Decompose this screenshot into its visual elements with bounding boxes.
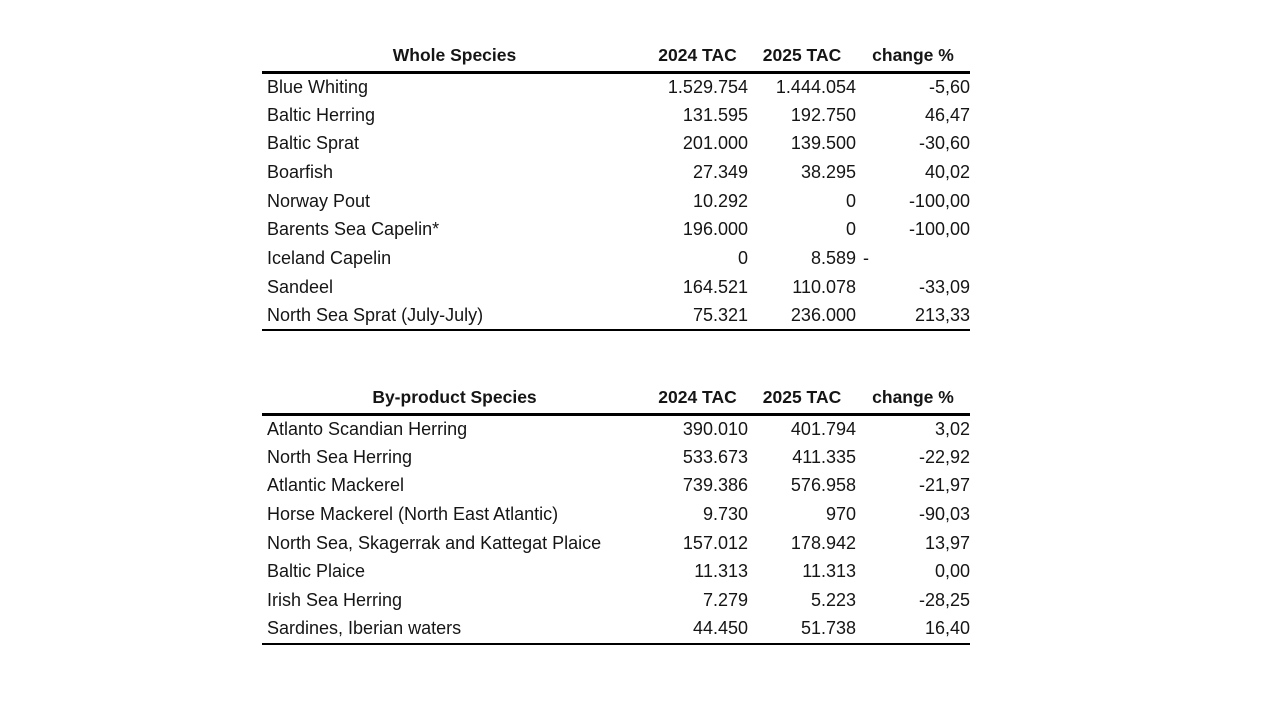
column-header-2024-tac: 2024 TAC [647, 44, 748, 74]
tac-2025-cell: 401.794 [790, 418, 856, 439]
table-row: Iceland Capelin 0 8.589- [262, 244, 970, 273]
tac-2025-cell: 0 [845, 219, 856, 240]
tac-2024-cell: 44.450 [647, 614, 748, 645]
table-row: Atlantic Mackerel 739.386 576.958 -21,97 [262, 471, 970, 500]
table-row: Sardines, Iberian waters 44.450 51.738 16,4… [262, 614, 970, 645]
table-row: Baltic Herring 131.595 192.750 46,47 [262, 101, 970, 130]
tac-2025-cell: 236.000 [748, 301, 856, 332]
change-pct-cell: -33,09 [918, 276, 970, 297]
tac-2025-cell: 178.942 [790, 532, 856, 553]
tac-2025-cell: 411.335 [792, 446, 856, 467]
tac-2024-cell: 11.313 [694, 561, 748, 582]
species-cell: Baltic Herring [267, 104, 376, 125]
table-row: Blue Whiting 1.529.754 1.444.054 -5,60 [262, 72, 970, 101]
change-pct-cell: - [863, 247, 869, 268]
tac-2024-cell: 7.279 [702, 589, 748, 610]
change-pct-cell: 16,40 [856, 614, 970, 645]
tac-2024-cell: 196.000 [682, 219, 748, 240]
tac-2024-cell: 75.321 [647, 301, 748, 332]
tac-2024-cell: 157.012 [682, 532, 748, 553]
change-pct-cell: 213,33 [856, 301, 970, 332]
tac-2024-cell: 1.529.754 [667, 76, 748, 97]
tac-2025-cell: 11.313 [802, 561, 856, 582]
species-cell: Blue Whiting [267, 76, 369, 97]
tac-2024-cell: 9.730 [702, 503, 748, 524]
tac-2024-cell: 131.595 [682, 104, 748, 125]
change-pct-cell: -30,60 [918, 133, 970, 154]
species-cell: Atlanto Scandian Herring [267, 418, 468, 439]
species-cell: Baltic Plaice [267, 561, 366, 582]
table-row: North Sea, Skagerrak and Kattegat Plaice… [262, 529, 970, 558]
tac-2025-cell: 576.958 [790, 475, 856, 496]
column-header-2024-tac: 2024 TAC [647, 386, 748, 416]
table-row: Irish Sea Herring 7.279 5.223 -28,25 [262, 586, 970, 615]
column-header-change-pct: change % [856, 44, 970, 74]
tac-2024-cell: 201.000 [682, 133, 748, 154]
species-cell: North Sea Sprat (July-July) [262, 301, 647, 332]
table-row: Horse Mackerel (North East Atlantic) 9.73… [262, 500, 970, 529]
table-row: North Sea Sprat (July-July) 75.321 236.000… [262, 301, 970, 332]
change-pct-cell: 0,00 [934, 561, 970, 582]
tac-2024-cell: 0 [737, 247, 748, 268]
tac-2025-cell: 38.295 [800, 161, 856, 182]
change-pct-cell: -100,00 [908, 190, 970, 211]
species-cell: Iceland Capelin [267, 247, 392, 268]
species-cell: Sandeel [267, 276, 334, 297]
table-row: Barents Sea Capelin* 196.000 0 -100,00 [262, 215, 970, 244]
tac-2024-cell: 27.349 [692, 161, 748, 182]
species-cell: Horse Mackerel (North East Atlantic) [267, 503, 559, 524]
tac-2024-cell: 533.673 [682, 446, 748, 467]
tac-2024-cell: 10.292 [692, 190, 748, 211]
byproduct-species-header-row: By-product Species 2024 TAC 2025 TAC cha… [262, 386, 970, 416]
tac-2025-cell: 8.589 [810, 247, 856, 268]
table-row: North Sea Herring 533.673 411.335 -22,92 [262, 443, 970, 472]
column-header-2025-tac: 2025 TAC [748, 386, 856, 416]
column-header-2025-tac: 2025 TAC [748, 44, 856, 74]
species-cell: Atlantic Mackerel [267, 475, 405, 496]
column-header-species: Whole Species [262, 44, 647, 74]
tac-2025-cell: 0 [845, 190, 856, 211]
tac-2024-cell: 390.010 [682, 418, 748, 439]
species-cell: Baltic Sprat [267, 133, 360, 154]
species-cell: Sardines, Iberian waters [262, 614, 647, 645]
table-row: Boarfish 27.349 38.295 40,02 [262, 158, 970, 187]
table-row: Baltic Sprat 201.000 139.500 -30,60 [262, 129, 970, 158]
change-pct-cell: -28,25 [918, 589, 970, 610]
byproduct-species-table: By-product Species 2024 TAC 2025 TAC cha… [262, 386, 970, 645]
whole-species-table: Whole Species 2024 TAC 2025 TAC change %… [262, 44, 970, 332]
change-pct-cell: 13,97 [924, 532, 970, 553]
species-cell: North Sea Herring [267, 446, 413, 467]
species-cell: Irish Sea Herring [267, 589, 403, 610]
column-header-species: By-product Species [262, 386, 647, 416]
tac-2025-cell: 970 [825, 503, 856, 524]
tac-2025-cell: 51.738 [748, 614, 856, 645]
column-header-change-pct: change % [856, 386, 970, 416]
tac-2025-cell: 110.078 [792, 276, 856, 297]
change-pct-cell: -5,60 [928, 76, 970, 97]
change-pct-cell: -22,92 [918, 446, 970, 467]
species-cell: Barents Sea Capelin* [267, 219, 440, 240]
tac-2024-cell: 739.386 [682, 475, 748, 496]
tac-2025-cell: 5.223 [810, 589, 856, 610]
tac-2025-cell: 139.500 [790, 133, 856, 154]
whole-species-header-row: Whole Species 2024 TAC 2025 TAC change % [262, 44, 970, 74]
change-pct-cell: -100,00 [908, 219, 970, 240]
table-row: Atlanto Scandian Herring 390.010 401.794 3,… [262, 414, 970, 443]
table-row: Sandeel 164.521 110.078 -33,09 [262, 273, 970, 302]
tac-2025-cell: 1.444.054 [775, 76, 856, 97]
change-pct-cell: -21,97 [918, 475, 970, 496]
change-pct-cell: -90,03 [918, 503, 970, 524]
tac-2024-cell: 164.521 [682, 276, 748, 297]
change-pct-cell: 3,02 [934, 418, 970, 439]
table-row: Norway Pout 10.292 0 -100,00 [262, 187, 970, 216]
species-cell: Norway Pout [267, 190, 371, 211]
tac-2025-cell: 192.750 [790, 104, 856, 125]
change-pct-cell: 46,47 [924, 104, 970, 125]
species-cell: Boarfish [267, 161, 334, 182]
change-pct-cell: 40,02 [924, 161, 970, 182]
species-cell: North Sea, Skagerrak and Kattegat Plaice [267, 532, 602, 553]
table-row: Baltic Plaice 11.313 11.313 0,00 [262, 557, 970, 586]
